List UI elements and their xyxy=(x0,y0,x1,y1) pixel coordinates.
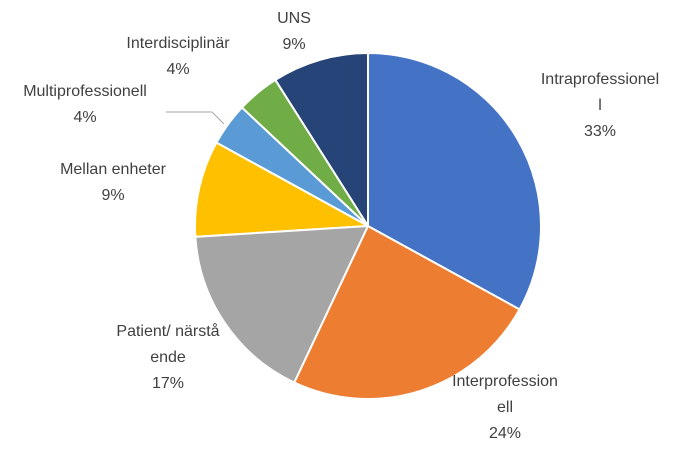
value-label: 33% xyxy=(583,123,617,140)
slice-label: Interprofessionell 24% xyxy=(450,369,560,447)
slice-label: Intraprofessionell 33% xyxy=(540,67,660,145)
leader-line xyxy=(166,111,225,125)
pie-slice xyxy=(367,51,542,311)
slice-label: Patient/ närstående 17% xyxy=(113,319,223,397)
pie-slice xyxy=(194,224,370,384)
value-label: 9% xyxy=(101,187,125,204)
category-label: Interdisciplinär xyxy=(126,35,230,52)
pie-slice xyxy=(293,224,521,400)
slice-label: Interdisciplinär 4% xyxy=(98,31,258,83)
pie-slice xyxy=(194,141,372,238)
category-label: Multiprofessionell xyxy=(23,83,147,100)
value-label: 4% xyxy=(73,109,97,126)
value-label: 17% xyxy=(151,375,185,392)
value-label: 4% xyxy=(166,61,190,78)
slice-label: UNS 9% xyxy=(254,6,334,58)
category-label: Mellan enheter xyxy=(60,161,166,178)
category-label: UNS xyxy=(277,10,311,27)
category-label: Interprofessionell xyxy=(452,373,558,416)
pie-slice xyxy=(273,51,369,230)
category-label: Intraprofessionell xyxy=(540,71,660,114)
value-label: 24% xyxy=(488,425,522,442)
value-label: 9% xyxy=(282,36,306,53)
slice-label: Multiprofessionell 4% xyxy=(0,79,175,131)
category-label: Patient/ närstående xyxy=(116,323,220,366)
slice-label: Mellan enheter 9% xyxy=(33,157,193,209)
